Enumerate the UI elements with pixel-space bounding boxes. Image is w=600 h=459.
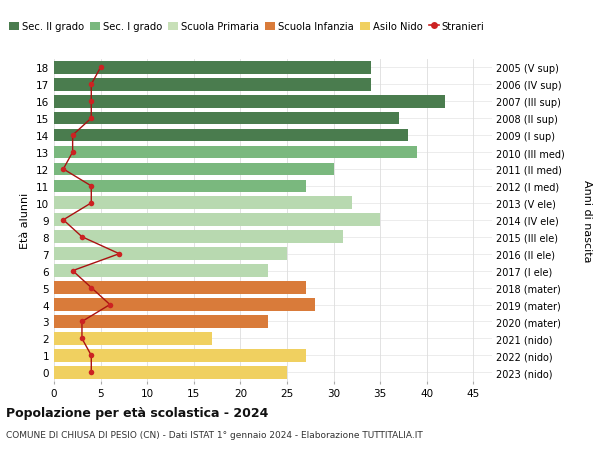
- Bar: [54, 332, 212, 345]
- Bar: [54, 197, 352, 210]
- Bar: [54, 95, 445, 108]
- Y-axis label: Anni di nascita: Anni di nascita: [581, 179, 592, 262]
- Bar: [54, 366, 287, 379]
- Bar: [54, 214, 380, 227]
- Y-axis label: Età alunni: Età alunni: [20, 192, 31, 248]
- Bar: [54, 265, 268, 277]
- Bar: [54, 62, 371, 74]
- Bar: [54, 315, 268, 328]
- Bar: [54, 282, 305, 294]
- Bar: [54, 298, 315, 311]
- Text: COMUNE DI CHIUSA DI PESIO (CN) - Dati ISTAT 1° gennaio 2024 - Elaborazione TUTTI: COMUNE DI CHIUSA DI PESIO (CN) - Dati IS…: [6, 431, 423, 440]
- Bar: [54, 180, 305, 193]
- Bar: [54, 248, 287, 260]
- Legend: Sec. II grado, Sec. I grado, Scuola Primaria, Scuola Infanzia, Asilo Nido, Stran: Sec. II grado, Sec. I grado, Scuola Prim…: [5, 18, 488, 36]
- Bar: [54, 78, 371, 91]
- Bar: [54, 129, 408, 142]
- Bar: [54, 146, 418, 159]
- Text: Popolazione per età scolastica - 2024: Popolazione per età scolastica - 2024: [6, 406, 268, 419]
- Bar: [54, 231, 343, 244]
- Bar: [54, 112, 399, 125]
- Bar: [54, 349, 305, 362]
- Bar: [54, 163, 334, 176]
